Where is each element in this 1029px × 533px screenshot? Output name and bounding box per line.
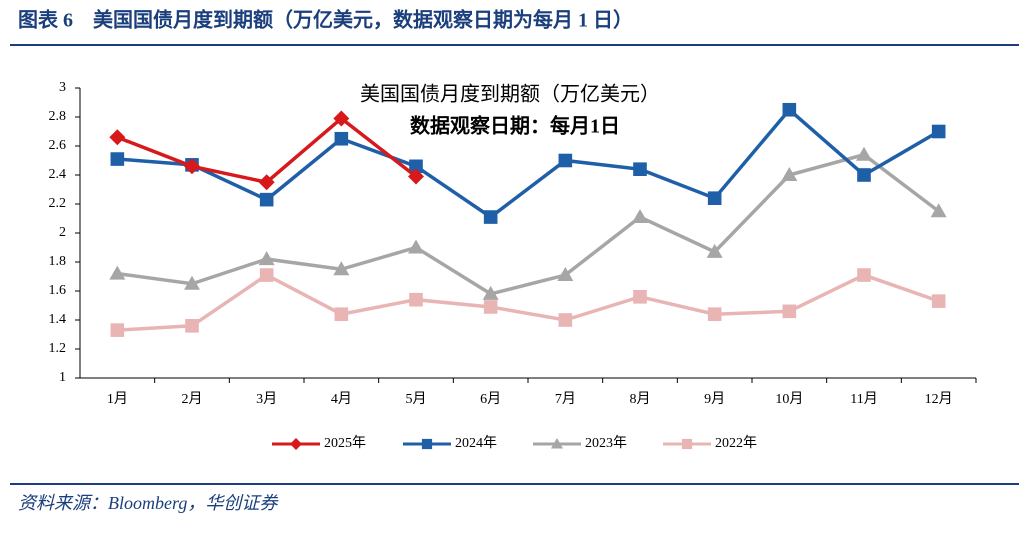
point	[109, 129, 126, 146]
x-tick-label: 8月	[630, 391, 651, 407]
x-tick-label: 2月	[182, 391, 203, 407]
point	[707, 191, 722, 205]
point	[931, 294, 946, 308]
y-tick-label: 1.8	[49, 254, 67, 269]
x-tick-label: 6月	[480, 391, 501, 407]
point	[782, 102, 797, 117]
point	[259, 268, 274, 282]
point	[931, 124, 946, 139]
y-tick-label: 1	[59, 370, 66, 385]
legend-marker	[421, 438, 433, 450]
point	[408, 239, 424, 254]
y-tick-label: 2	[59, 225, 66, 240]
point	[856, 146, 872, 161]
point	[632, 209, 648, 224]
y-tick-label: 1.2	[49, 341, 67, 356]
point	[857, 268, 871, 282]
point	[483, 210, 498, 224]
point	[781, 167, 798, 181]
series-line	[117, 107, 940, 220]
point	[408, 168, 424, 185]
point	[184, 158, 200, 175]
point	[482, 285, 499, 300]
series-line	[117, 273, 940, 332]
x-tick-label: 4月	[331, 391, 352, 407]
x-tick-label: 7月	[555, 391, 576, 407]
point	[857, 168, 871, 182]
legend-label: 2024年	[455, 435, 497, 451]
x-tick-label: 12月	[925, 391, 953, 407]
point	[258, 174, 275, 191]
legend-label: 2023年	[585, 435, 627, 451]
y-tick-label: 2.6	[49, 138, 67, 153]
legend-marker	[681, 438, 693, 450]
point	[333, 261, 350, 276]
point	[930, 203, 947, 218]
point	[633, 290, 647, 304]
x-tick-label: 11月	[850, 391, 877, 407]
point	[409, 159, 423, 174]
x-tick-label: 5月	[406, 391, 427, 407]
point	[184, 275, 200, 290]
point	[706, 243, 723, 258]
y-tick-label: 2.8	[49, 109, 67, 124]
point	[557, 267, 574, 282]
point	[259, 192, 274, 207]
legend-label: 2022年	[715, 435, 757, 451]
series-line	[117, 152, 940, 296]
source: 资料来源：Bloomberg，华创证券	[18, 493, 279, 513]
figure-title: 图表 6 美国国债月度到期额（万亿美元，数据观察日期为每月 1 日）	[18, 8, 633, 32]
point	[334, 131, 349, 146]
y-tick-label: 2.4	[49, 167, 67, 182]
point	[483, 300, 498, 314]
point	[633, 162, 647, 176]
point	[333, 110, 350, 127]
point	[109, 265, 126, 280]
point	[258, 251, 275, 266]
x-tick-label: 3月	[256, 391, 277, 407]
point	[558, 313, 573, 327]
x-tick-label: 10月	[775, 391, 803, 407]
legend-marker	[551, 438, 563, 449]
point	[185, 319, 199, 333]
annotation: 数据观察日期：每月1日	[410, 114, 620, 138]
y-tick-label: 1.4	[49, 312, 67, 327]
x-tick-label: 9月	[704, 391, 725, 407]
annotation: 美国国债月度到期额（万亿美元）	[360, 83, 660, 106]
point	[409, 292, 423, 307]
point	[707, 307, 722, 321]
y-tick-label: 3	[59, 80, 66, 95]
legend-label: 2025年	[324, 435, 366, 451]
point	[110, 152, 125, 166]
point	[334, 307, 349, 321]
point	[558, 153, 573, 168]
y-tick-label: 2.2	[49, 196, 67, 211]
point	[782, 304, 797, 319]
point	[110, 323, 125, 337]
x-tick-label: 1月	[107, 391, 128, 407]
legend-marker	[290, 438, 302, 450]
y-tick-label: 1.6	[49, 283, 67, 298]
